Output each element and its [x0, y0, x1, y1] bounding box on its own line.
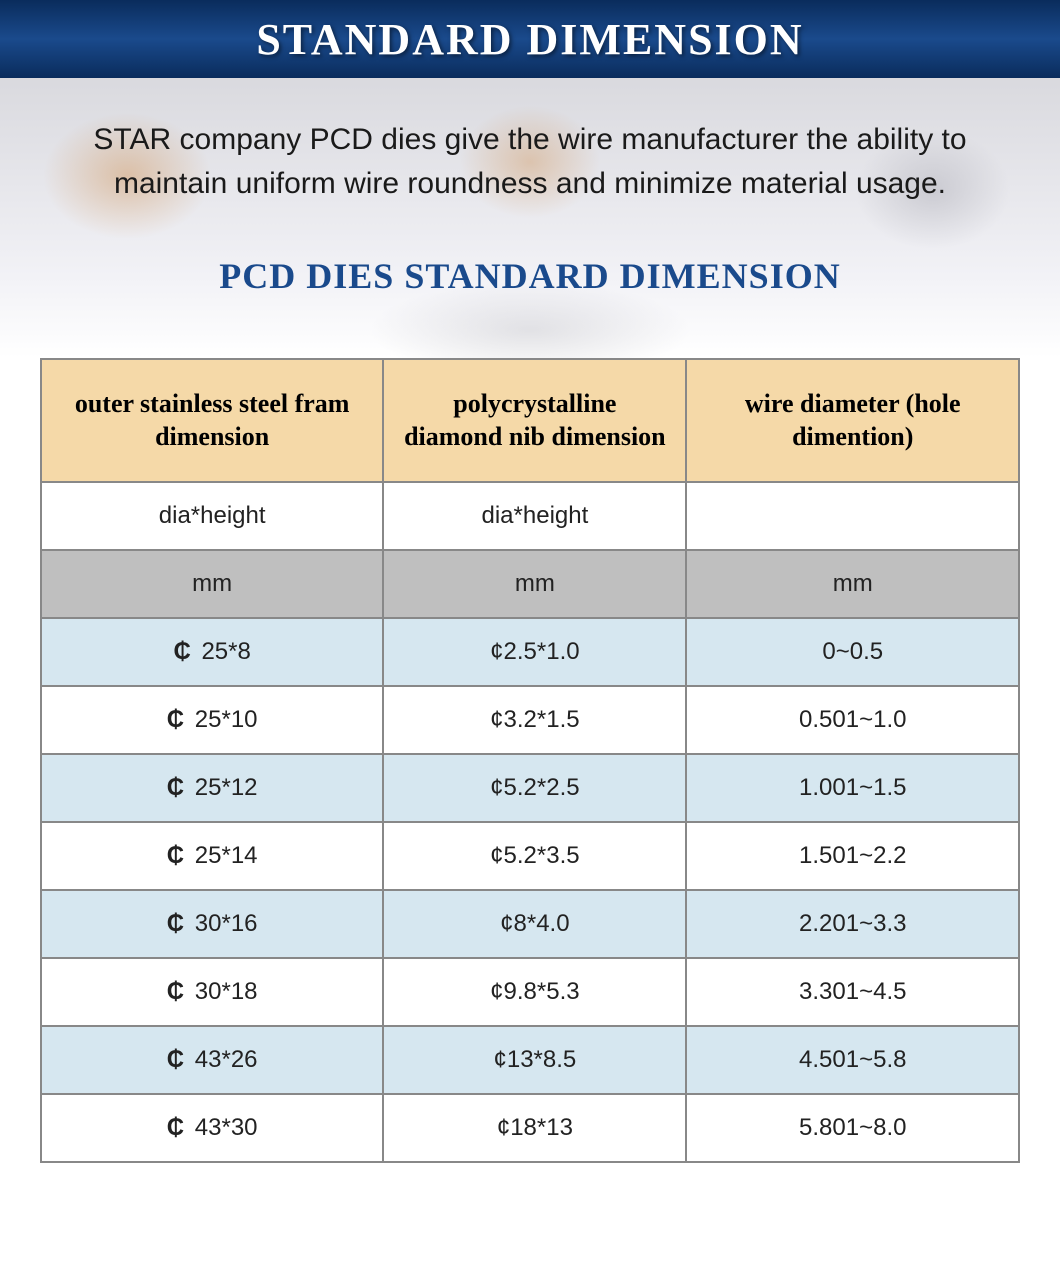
table-row: ₵ 30*18¢9.8*5.33.301~4.5 — [41, 958, 1019, 1026]
cell-wire: 4.501~5.8 — [686, 1026, 1019, 1094]
col-header-nib: polycrystalline diamond nib dimension — [383, 359, 686, 482]
cell-nib: ¢8*4.0 — [383, 890, 686, 958]
table-row: ₵ 25*12¢5.2*2.51.001~1.5 — [41, 754, 1019, 822]
unit-outer: mm — [41, 550, 383, 618]
banner-title: STANDARD DIMENSION — [256, 14, 803, 65]
table-row: ₵ 25*10¢3.2*1.50.501~1.0 — [41, 686, 1019, 754]
cell-nib: ¢5.2*2.5 — [383, 754, 686, 822]
cell-nib: ¢13*8.5 — [383, 1026, 686, 1094]
cell-wire: 1.501~2.2 — [686, 822, 1019, 890]
intro-text: STAR company PCD dies give the wire manu… — [60, 118, 1000, 205]
table-heading: PCD DIES STANDARD DIMENSION — [60, 255, 1000, 297]
banner: STANDARD DIMENSION — [0, 0, 1060, 78]
table-header-row: outer stainless steel fram dimension pol… — [41, 359, 1019, 482]
table-row: ₵ 43*30¢18*135.801~8.0 — [41, 1094, 1019, 1162]
cell-outer: ₵ 30*16 — [41, 890, 383, 958]
cell-outer: ₵ 30*18 — [41, 958, 383, 1026]
cell-nib: ¢3.2*1.5 — [383, 686, 686, 754]
cell-nib: ¢9.8*5.3 — [383, 958, 686, 1026]
label-outer: dia*height — [41, 482, 383, 550]
unit-wire: mm — [686, 550, 1019, 618]
col-header-wire: wire diameter (hole dimention) — [686, 359, 1019, 482]
unit-nib: mm — [383, 550, 686, 618]
cell-wire: 0.501~1.0 — [686, 686, 1019, 754]
col-header-outer: outer stainless steel fram dimension — [41, 359, 383, 482]
unit-row: mm mm mm — [41, 550, 1019, 618]
cell-outer: ₵ 25*8 — [41, 618, 383, 686]
cell-outer: ₵ 43*26 — [41, 1026, 383, 1094]
cell-outer: ₵ 25*12 — [41, 754, 383, 822]
label-wire — [686, 482, 1019, 550]
cell-outer: ₵ 25*10 — [41, 686, 383, 754]
table-row: ₵ 30*16¢8*4.02.201~3.3 — [41, 890, 1019, 958]
table-body: dia*height dia*height mm mm mm ₵ 25*8¢2.… — [41, 482, 1019, 1162]
cell-outer: ₵ 43*30 — [41, 1094, 383, 1162]
hero-area: STAR company PCD dies give the wire manu… — [0, 78, 1060, 358]
cell-wire: 1.001~1.5 — [686, 754, 1019, 822]
cell-nib: ¢2.5*1.0 — [383, 618, 686, 686]
cell-wire: 3.301~4.5 — [686, 958, 1019, 1026]
dimension-table: outer stainless steel fram dimension pol… — [40, 358, 1020, 1163]
cell-outer: ₵ 25*14 — [41, 822, 383, 890]
table-row: ₵ 25*8¢2.5*1.00~0.5 — [41, 618, 1019, 686]
table-row: ₵ 43*26¢13*8.54.501~5.8 — [41, 1026, 1019, 1094]
table-wrap: outer stainless steel fram dimension pol… — [0, 358, 1060, 1203]
label-nib: dia*height — [383, 482, 686, 550]
cell-wire: 5.801~8.0 — [686, 1094, 1019, 1162]
cell-nib: ¢18*13 — [383, 1094, 686, 1162]
label-row: dia*height dia*height — [41, 482, 1019, 550]
cell-wire: 2.201~3.3 — [686, 890, 1019, 958]
table-row: ₵ 25*14¢5.2*3.51.501~2.2 — [41, 822, 1019, 890]
cell-wire: 0~0.5 — [686, 618, 1019, 686]
cell-nib: ¢5.2*3.5 — [383, 822, 686, 890]
